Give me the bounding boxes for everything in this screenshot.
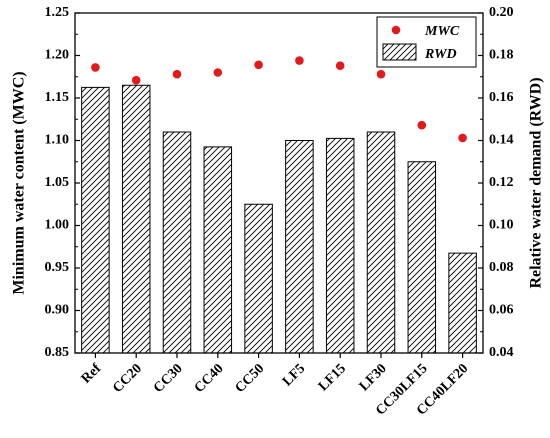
legend-rwd-swatch <box>382 43 417 61</box>
x-axis: Ref CC20 CC30 CC40 CC50 LF5 LF15 LF30CC30LF15CC… <box>79 353 471 419</box>
bar-rwd-CC30LF15 <box>407 161 437 354</box>
point-mwc-CC30LF15 <box>417 120 427 130</box>
left-tick-label: 0.85 <box>45 345 70 360</box>
bar-rwd-LF30 <box>366 131 396 354</box>
right-tick-label: 0.14 <box>489 133 514 148</box>
bar-rwd-CC50 <box>244 203 273 354</box>
right-tick-label: 0.12 <box>489 175 514 190</box>
left-tick-label: 1.05 <box>45 175 70 190</box>
point-mwc-CC50 <box>254 60 263 70</box>
x-tick-label: LF30 <box>357 361 390 394</box>
left-tick-label: 1.25 <box>45 5 70 20</box>
legend-rwd-label: RWD <box>424 47 457 62</box>
right-axis: 0.04 0.06 0.08 0.10 0.12 0.14 0.16 0.18 0.20 <box>478 5 514 360</box>
bar-rwd-CC40LF20 <box>448 252 477 354</box>
bar-rwd-CC20 <box>121 84 151 354</box>
right-tick-label: 0.16 <box>489 90 514 105</box>
x-tick-label: CC20 <box>110 361 145 396</box>
point-mwc-LF5 <box>295 56 304 65</box>
bar-rwd-CC40 <box>203 146 233 354</box>
left-tick-label: 0.95 <box>45 260 70 275</box>
bars-layer <box>81 84 477 354</box>
points-layer <box>91 56 467 143</box>
right-tick-label: 0.06 <box>489 303 514 318</box>
left-tick-label: 1.10 <box>45 133 70 148</box>
left-tick-label: 0.90 <box>45 303 70 318</box>
point-mwc-CC20 <box>131 75 141 85</box>
right-tick-label: 0.10 <box>489 218 514 233</box>
bar-rwd-LF15 <box>325 137 355 354</box>
point-mwc-LF15 <box>335 61 345 70</box>
right-tick-label: 0.08 <box>489 260 514 275</box>
bar-rwd-LF5 <box>285 140 314 354</box>
x-tick-label: CC40 <box>192 361 227 396</box>
point-mwc-CC30 <box>172 69 182 79</box>
x-tick-label: LF5 <box>280 361 308 389</box>
left-tick-label: 1.20 <box>45 48 70 63</box>
bar-rwd-CC30 <box>162 131 192 354</box>
y-axis-left-title: Minimum water content (MWC) <box>11 71 28 294</box>
right-tick-label: 0.20 <box>489 5 514 20</box>
x-tick-label: LF15 <box>316 361 349 394</box>
point-mwc-Ref <box>91 63 100 72</box>
legend-mwc-label: MWC <box>424 24 460 39</box>
x-tick-label: Ref <box>79 361 105 387</box>
point-mwc-CC40LF20 <box>458 133 467 143</box>
legend-mwc-marker <box>391 25 401 35</box>
x-tick-label: CC50 <box>233 361 268 396</box>
right-tick-label: 0.04 <box>489 345 514 360</box>
left-tick-label: 1.00 <box>45 218 70 233</box>
point-mwc-LF30 <box>376 69 386 79</box>
left-axis: 0.85 0.90 0.95 1.00 1.05 1.10 1.15 1.20 1.25 <box>45 5 80 360</box>
x-tick-label: CC30 <box>151 361 186 396</box>
right-tick-label: 0.18 <box>489 48 514 63</box>
legend: MWC RWD <box>376 16 477 68</box>
left-tick-label: 1.15 <box>45 90 70 105</box>
point-mwc-CC40 <box>213 68 223 77</box>
y-axis-right-title: Relative water demand (RWD) <box>528 77 545 288</box>
bar-rwd-Ref <box>81 86 110 354</box>
